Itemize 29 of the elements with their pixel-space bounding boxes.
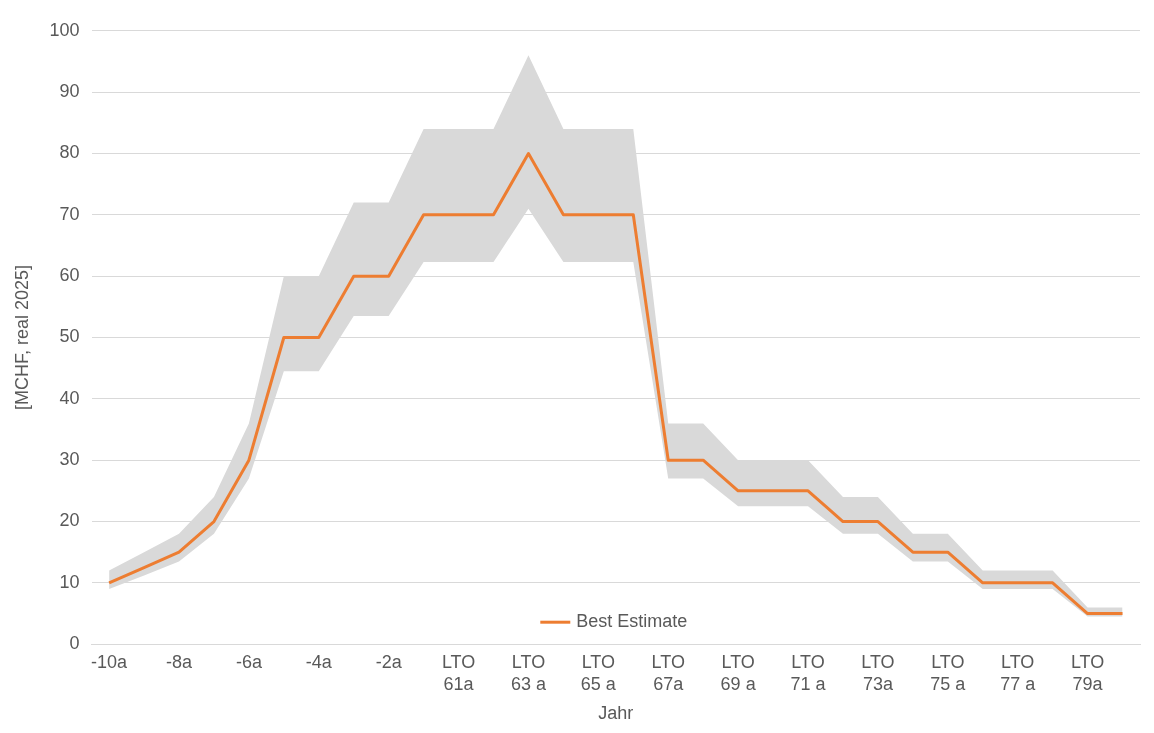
x-tick-label: -6a xyxy=(235,651,263,672)
y-tick-label: 70 xyxy=(59,203,80,224)
y-tick-label: 0 xyxy=(69,633,80,654)
x-tick-label: -4a xyxy=(305,651,333,672)
x-tick-label: LTO 73a xyxy=(861,651,895,694)
y-tick-label: 90 xyxy=(59,81,80,102)
x-tick-label: LTO 65 a xyxy=(580,651,617,694)
x-tick-label: LTO 63 a xyxy=(510,651,547,694)
x-tick-label: -10a xyxy=(91,651,129,672)
y-tick-label: 30 xyxy=(59,449,80,470)
y-tick-label: 40 xyxy=(59,387,80,408)
y-tick-label: 100 xyxy=(49,19,80,40)
x-tick-label: LTO 69 a xyxy=(720,651,757,694)
y-tick-label: 80 xyxy=(59,142,80,163)
y-tick-label: 60 xyxy=(59,265,80,286)
x-tick-label: LTO 67a xyxy=(651,651,685,694)
x-tick-label: -8a xyxy=(165,651,193,672)
x-tick-label: LTO 77 a xyxy=(1000,651,1037,694)
y-axis-title: [MCHF, real 2025] xyxy=(11,264,32,411)
x-tick-label: LTO 71 a xyxy=(790,651,827,694)
x-tick-label: LTO 61a xyxy=(441,651,476,694)
y-tick-label: 50 xyxy=(59,326,80,347)
x-tick-label: -2a xyxy=(375,651,403,672)
y-tick-label: 20 xyxy=(59,510,80,531)
y-tick-label: 10 xyxy=(59,571,80,592)
x-tick-label: LTO 79a xyxy=(1070,651,1105,694)
x-axis-title: Jahr xyxy=(598,703,634,724)
legend-label: Best Estimate xyxy=(576,611,688,632)
x-tick-label: LTO 75 a xyxy=(930,651,967,694)
